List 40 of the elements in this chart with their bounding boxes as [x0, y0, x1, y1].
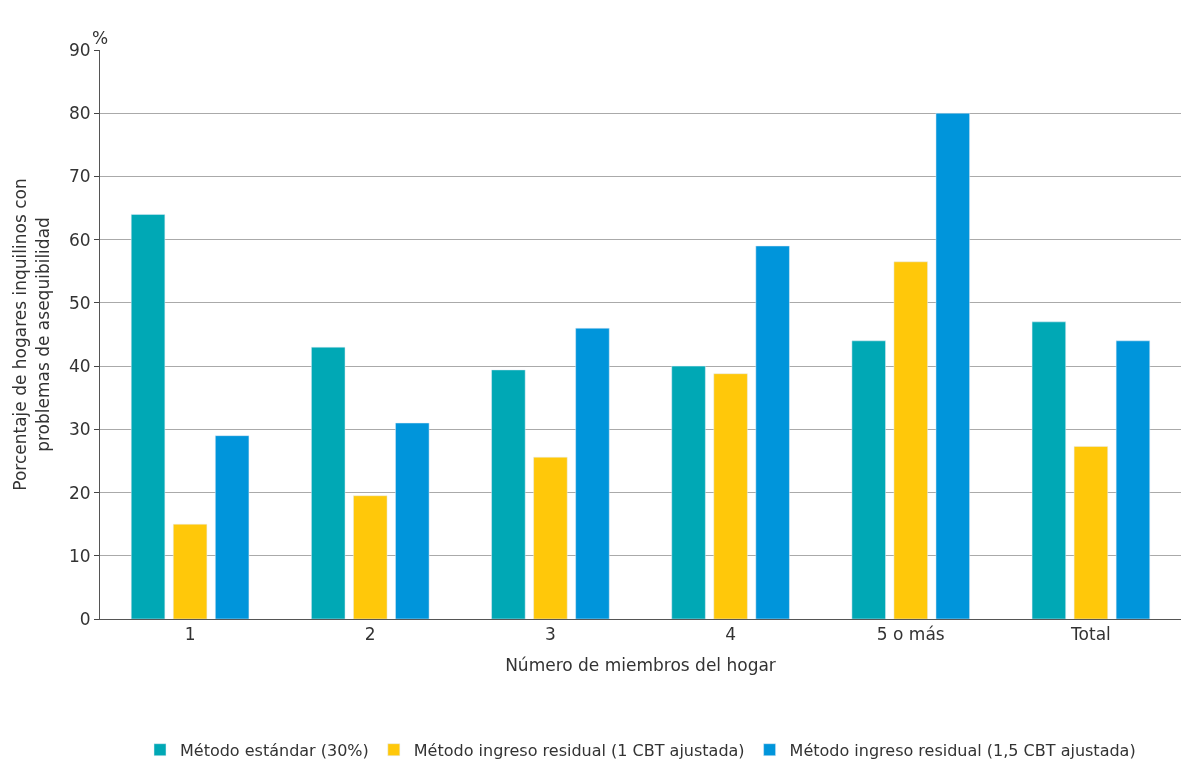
- bar: [851, 340, 886, 619]
- bar: [713, 373, 748, 619]
- x-tick-label: 3: [545, 624, 556, 645]
- legend-label: Método ingreso residual (1 CBT ajustada): [413, 740, 745, 760]
- bar: [1073, 446, 1108, 619]
- y-tick-label: 30: [68, 419, 91, 440]
- x-tick-label: Total: [1070, 624, 1111, 645]
- bar: [533, 456, 568, 619]
- bar: [491, 369, 526, 619]
- x-axis-title: Número de miembros del hogar: [505, 654, 776, 675]
- x-tick-label: 2: [364, 624, 376, 645]
- y-tick-label: 20: [68, 482, 91, 503]
- bar: [893, 261, 928, 619]
- bar: [755, 245, 790, 619]
- y-tick-label: 70: [68, 166, 91, 187]
- x-tick-label: 4: [725, 624, 736, 645]
- y-tick-label: 50: [68, 292, 91, 313]
- y-tick-label: 0: [79, 608, 91, 629]
- bar: [935, 112, 970, 619]
- y-axis-title: Porcentaje de hogares inquilinos con problemas de asequibilidad: [10, 178, 53, 491]
- y-tick-label: 40: [68, 356, 91, 377]
- text: %: [92, 28, 109, 48]
- y-tick-label: 80: [68, 103, 91, 124]
- bar: [311, 346, 346, 619]
- legend-label: Método ingreso residual (1,5 CBT ajustada): [789, 740, 1136, 760]
- bar: [130, 214, 166, 619]
- bar: [1115, 340, 1151, 619]
- y-tick-label: 90: [68, 39, 91, 60]
- bar: [353, 495, 388, 619]
- y-tick-label: 60: [68, 229, 91, 250]
- y-tick-label: 10: [68, 545, 91, 566]
- bar: [575, 327, 610, 619]
- bar: [395, 422, 430, 619]
- bar: [1031, 321, 1066, 619]
- bar: [215, 435, 250, 619]
- bar: [671, 365, 706, 619]
- legend-label: Método estándar (30%): [180, 740, 369, 760]
- bar: [173, 523, 208, 619]
- x-tick-label: 5 o más: [876, 624, 945, 645]
- x-tick-label: 1: [184, 624, 196, 645]
